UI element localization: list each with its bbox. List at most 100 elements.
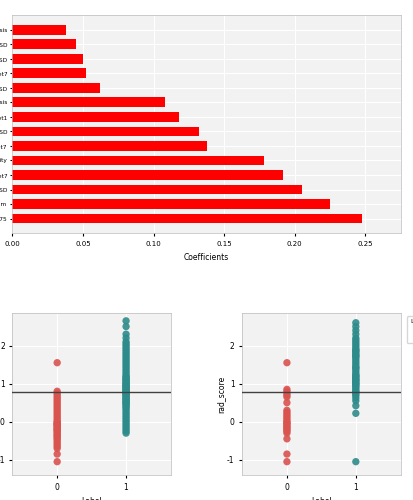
Point xyxy=(54,389,60,397)
Point xyxy=(123,398,129,406)
Point xyxy=(353,372,359,380)
Point xyxy=(353,384,359,392)
Point xyxy=(284,424,290,432)
Point xyxy=(353,348,359,356)
Point xyxy=(284,420,290,428)
Point xyxy=(123,397,129,405)
Point xyxy=(123,416,129,424)
Point xyxy=(54,416,60,424)
Point xyxy=(123,386,129,394)
Point xyxy=(353,372,359,380)
Point xyxy=(353,380,359,388)
Point xyxy=(353,346,359,354)
Point xyxy=(54,388,60,396)
Point xyxy=(353,388,359,396)
Point xyxy=(123,404,129,412)
Point xyxy=(123,400,129,408)
Point xyxy=(284,406,290,414)
Point xyxy=(284,398,290,406)
Point xyxy=(353,344,359,351)
Point xyxy=(123,360,129,368)
Point xyxy=(353,386,359,394)
Point xyxy=(123,348,129,356)
Point xyxy=(123,429,129,437)
Point xyxy=(54,391,60,399)
Point xyxy=(353,389,359,397)
Point xyxy=(284,429,290,437)
Point xyxy=(123,384,129,392)
Point xyxy=(353,338,359,346)
Point xyxy=(353,362,359,370)
Point xyxy=(353,379,359,387)
Point xyxy=(123,422,129,430)
Point xyxy=(54,418,60,426)
Point xyxy=(353,388,359,396)
Point xyxy=(123,349,129,357)
Point xyxy=(353,364,359,372)
Point xyxy=(353,390,359,398)
Point xyxy=(54,398,60,406)
Point xyxy=(123,358,129,366)
X-axis label: Label: Label xyxy=(311,497,332,500)
Point xyxy=(54,458,60,466)
Point xyxy=(284,389,290,397)
Bar xyxy=(12,68,86,78)
Point xyxy=(353,342,359,349)
Point xyxy=(284,408,290,416)
X-axis label: Coefficients: Coefficients xyxy=(184,252,229,262)
Point xyxy=(54,400,60,408)
Point xyxy=(353,357,359,365)
Point xyxy=(123,426,129,434)
Bar xyxy=(12,214,363,224)
Point xyxy=(123,372,129,380)
Point xyxy=(123,338,129,346)
Point xyxy=(353,350,359,358)
Point xyxy=(353,348,359,356)
Point xyxy=(123,391,129,399)
Point xyxy=(284,410,290,418)
Point xyxy=(353,373,359,381)
Point xyxy=(123,414,129,422)
Point xyxy=(123,388,129,396)
Point xyxy=(123,386,129,394)
Point xyxy=(54,406,60,414)
Point xyxy=(353,402,359,409)
Bar xyxy=(12,83,100,93)
Legend: 0, 1: 0, 1 xyxy=(407,316,413,344)
Point xyxy=(54,420,60,428)
Point xyxy=(54,431,60,439)
Point xyxy=(54,395,60,403)
Point xyxy=(353,392,359,400)
Point xyxy=(123,322,129,330)
Point xyxy=(284,421,290,429)
Bar xyxy=(12,40,76,50)
Point xyxy=(353,397,359,405)
Point xyxy=(54,426,60,434)
Point xyxy=(284,393,290,401)
Point xyxy=(123,408,129,416)
Point xyxy=(353,336,359,344)
Point xyxy=(123,373,129,381)
Point xyxy=(353,346,359,354)
Point xyxy=(123,395,129,403)
Point xyxy=(123,362,129,370)
Point xyxy=(54,422,60,430)
Point xyxy=(123,390,129,398)
Point xyxy=(284,426,290,434)
Point xyxy=(123,424,129,432)
Point xyxy=(123,402,129,409)
Point xyxy=(353,355,359,363)
Point xyxy=(123,378,129,386)
Point xyxy=(54,412,60,420)
Point xyxy=(54,358,60,366)
Point xyxy=(353,353,359,361)
Point xyxy=(123,376,129,384)
Point xyxy=(123,364,129,372)
Point xyxy=(54,430,60,438)
Point xyxy=(353,376,359,384)
Point xyxy=(123,410,129,418)
Point xyxy=(123,317,129,325)
Point xyxy=(54,408,60,416)
Point xyxy=(123,400,129,407)
Point xyxy=(284,418,290,426)
